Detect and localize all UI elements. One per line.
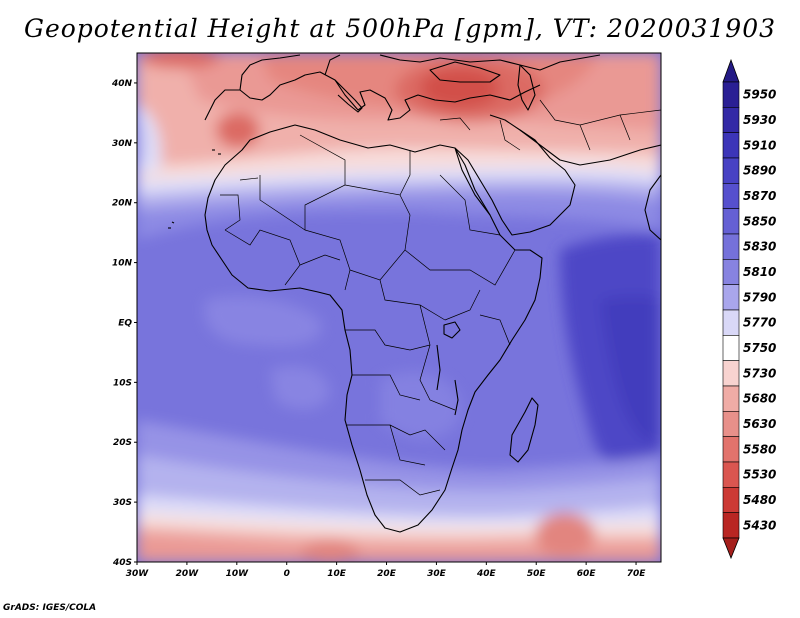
colorbar-label: 5830 <box>743 240 776 254</box>
colorbar-swatch <box>722 107 740 133</box>
y-tick-label: 40S <box>112 558 132 568</box>
grads-credit: GrADS: IGES/COLA <box>3 603 97 613</box>
colorbar-swatch <box>722 411 740 437</box>
colorbar-label: 5930 <box>743 113 776 127</box>
colorbar-swatch <box>722 385 740 412</box>
x-axis: 30W 20W 10W 0 10E 20E 30E 40E 50E 60E 70E <box>126 562 646 579</box>
x-tick-label: 40E <box>476 569 497 579</box>
colorbar-label: 5910 <box>743 138 776 152</box>
country-borders <box>220 99 661 496</box>
x-tick-label: 30E <box>427 569 447 579</box>
colorbar-bottom-arrow <box>722 537 740 560</box>
colorbar-label: 5770 <box>743 316 776 330</box>
colorbar-swatch <box>722 360 740 387</box>
colorbar-swatch <box>722 132 740 159</box>
colorbar-swatch <box>722 284 740 311</box>
y-tick-label: 40N <box>111 79 133 89</box>
colorbar-swatch <box>722 512 740 539</box>
colorbar-label: 5680 <box>743 392 776 406</box>
colorbar-label: 5530 <box>743 468 776 482</box>
colorbar-label: 5890 <box>743 164 776 178</box>
colorbar-label: 5750 <box>743 341 776 355</box>
colorbar-label: 5850 <box>743 214 776 228</box>
colorbar-label: 5480 <box>743 493 776 507</box>
colorbar-label: 5430 <box>743 518 776 532</box>
colorbar: 5950 5930 5910 5890 5870 5850 5830 5810 5790 5770… <box>722 58 776 560</box>
x-tick-label: 0 <box>284 569 290 579</box>
map-frame <box>136 52 662 563</box>
x-tick-label: 10W <box>226 569 250 579</box>
colorbar-swatch <box>722 461 740 488</box>
y-tick-label: 10N <box>112 259 133 269</box>
x-tick-label: 60E <box>577 569 597 579</box>
coastlines <box>168 54 661 533</box>
colorbar-label: 5730 <box>743 366 776 380</box>
colorbar-swatch <box>722 233 740 260</box>
colorbar-label: 5950 <box>743 88 776 102</box>
y-tick-label: 30S <box>113 498 132 508</box>
colorbar-swatch <box>722 487 740 513</box>
colorbar-label: 5630 <box>743 417 776 431</box>
colorbar-swatch <box>722 208 740 235</box>
y-axis: 40N 30N 20N 10N EQ 10S 20S 30S 40S <box>111 79 137 568</box>
colorbar-swatch <box>722 81 740 108</box>
x-tick-label: 70E <box>627 569 647 579</box>
colorbar-label: 5790 <box>743 290 776 304</box>
x-tick-label: 20E <box>377 569 397 579</box>
colorbar-swatch <box>722 183 740 209</box>
y-tick-label: 20N <box>112 199 133 209</box>
x-tick-label: 30W <box>126 569 150 579</box>
colorbar-top-arrow <box>722 58 740 83</box>
colorbar-swatch <box>722 259 740 285</box>
map-title: Geopotential Height at 500hPa [gpm], VT:… <box>23 14 777 43</box>
x-tick-label: 10E <box>327 569 347 579</box>
colorbar-label: 5870 <box>743 189 776 203</box>
colorbar-swatch <box>722 335 740 361</box>
y-tick-label: 20S <box>113 438 132 448</box>
x-tick-label: 20W <box>176 569 200 579</box>
y-tick-label: 10S <box>113 378 132 388</box>
height-field <box>137 53 661 562</box>
colorbar-swatch <box>722 309 740 336</box>
y-tick-label: 30N <box>112 139 133 149</box>
colorbar-label: 5810 <box>743 265 776 279</box>
colorbar-swatch <box>722 436 740 463</box>
x-tick-label: 50E <box>527 569 547 579</box>
y-tick-label: EQ <box>118 318 132 328</box>
colorbar-label: 5580 <box>743 442 776 456</box>
colorbar-swatch <box>722 157 740 184</box>
